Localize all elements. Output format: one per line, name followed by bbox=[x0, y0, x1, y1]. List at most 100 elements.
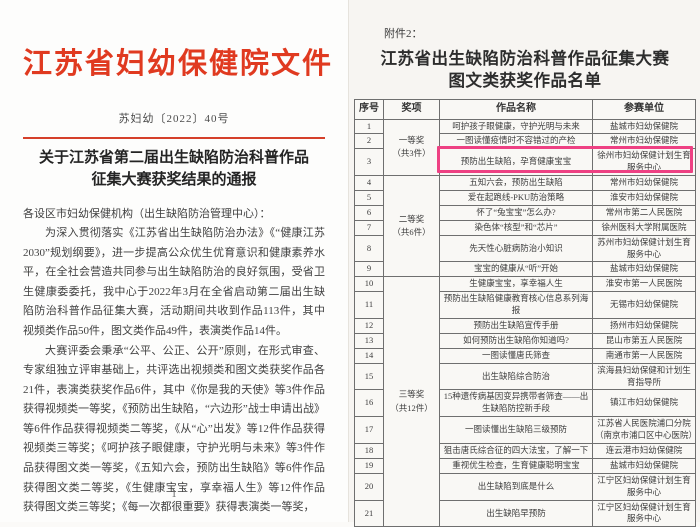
award-table-body: 1 一等奖 （共3件） 呵护孩子眼健康，守护光明与未来 盐城市妇幼保健院 2 一图读懂疫情时… bbox=[354, 118, 697, 527]
cell-entry-unit: 连云港市妇幼保健院 bbox=[592, 443, 696, 459]
table-row: 8 先天性心脏病防治小知识 苏州市妇幼保健计划生育服务中心 bbox=[354, 234, 696, 263]
cell-entry-unit: 淮安市妇幼保健院 bbox=[592, 189, 696, 206]
table-row: 2 一图读懂疫情时不容错过的产检 常州市妇幼保健院 bbox=[354, 133, 696, 150]
table-row: 14 一图读懂唐氏筛查 南通市第一人民医院 bbox=[354, 347, 696, 364]
cell-serial-number: 7 bbox=[354, 219, 384, 236]
cell-serial-number: 12 bbox=[354, 318, 384, 334]
cell-work-title: 预防出生缺陷，孕育健康宝宝 bbox=[439, 148, 593, 177]
table-row: 17 一图读懂出生缺陷三级预防 江苏省人民医院浦口分院（南京市浦口区中心医院） bbox=[354, 416, 697, 445]
cell-entry-unit: 南通市第一人民医院 bbox=[592, 347, 696, 364]
cell-work-title: 怀了“兔宝宝”怎么办? bbox=[439, 204, 593, 221]
award-list-title: 江苏省出生缺陷防治科普作品征集大赛 图文类获奖作品名单 bbox=[354, 48, 696, 93]
cell-work-title: 一图读懂疫情时不容错过的产检 bbox=[439, 133, 593, 150]
award-tier-label: 一等奖 bbox=[398, 134, 425, 145]
cell-entry-unit: 昆山市第五人民医院 bbox=[592, 332, 696, 349]
letterhead-title: 江苏省妇幼保健院文件 bbox=[23, 48, 334, 80]
table-header-cell: 序号 bbox=[354, 98, 384, 120]
table-row: 13 如何预防出生缺陷你知道吗? 昆山市第五人民医院 bbox=[354, 332, 696, 349]
cell-work-title: 一图读懂出生缺陷三级预防 bbox=[439, 416, 593, 445]
award-tier-count: （共12件） bbox=[390, 402, 433, 413]
award-table: 序号 奖项 作品名称 参赛单位 1 一等奖 （共3件） 呵护孩子眼健康，守护光明与未来 盐城市… bbox=[354, 98, 697, 527]
award-table-head: 序号 奖项 作品名称 参赛单位 bbox=[354, 98, 696, 120]
cell-serial-number: 1 bbox=[354, 118, 384, 135]
table-row: 10 三等奖 （共12件） 生健康宝宝，享幸福人生 淮安市第一人民医院 bbox=[354, 276, 696, 527]
page-right-award-list: 附件2： 江苏省出生缺陷防治科普作品征集大赛 图文类获奖作品名单 序号 奖项 作品名… bbox=[348, 0, 700, 527]
cell-work-title: 如何预防出生缺陷你知道吗? bbox=[439, 332, 593, 349]
attachment-label: 附件2： bbox=[384, 28, 423, 40]
cell-entry-unit: 苏州市妇幼保健计划生育服务中心 bbox=[592, 234, 696, 263]
document-number: 苏妇幼〔2022〕40号 bbox=[118, 113, 230, 125]
table-row: 9 宝宝的健康从“听”开始 盐城市妇幼保健院 bbox=[354, 261, 696, 278]
cell-entry-unit: 镇江市妇幼保健院 bbox=[592, 389, 696, 418]
table-row: 16 15种遗传病基因变异携带者筛查——出生缺陷防控新手段 镇江市妇幼保健院 bbox=[354, 389, 696, 418]
cell-entry-unit: 滨海县妇幼保健和计划生育指导所 bbox=[592, 362, 696, 391]
cell-serial-number: 5 bbox=[354, 189, 384, 206]
cell-serial-number: 14 bbox=[354, 347, 384, 364]
table-row: 20 出生缺陷到底是什么 江宁区妇幼保健计划生育服务中心 bbox=[354, 472, 696, 501]
salutation: 各设区市妇幼保健机构（出生缺陷防治管理中心）： bbox=[23, 207, 271, 220]
cell-serial-number: 4 bbox=[354, 175, 384, 191]
cell-serial-number: 15 bbox=[354, 362, 384, 391]
cell-serial-number: 8 bbox=[354, 234, 384, 263]
cell-entry-unit: 盐城市妇幼保健院 bbox=[592, 118, 696, 135]
cell-work-title: 一图读懂唐氏筛查 bbox=[439, 347, 593, 364]
cell-serial-number: 6 bbox=[354, 204, 384, 221]
award-list-title-line2: 图文类获奖作品名单 bbox=[448, 71, 602, 91]
red-divider-rule bbox=[23, 137, 325, 139]
cell-award-tier: 一等奖 （共3件） bbox=[383, 118, 440, 177]
cell-entry-unit: 江苏省人民医院浦口分院（南京市浦口区中心医院） bbox=[592, 416, 697, 445]
cell-work-title: 宝宝的健康从“听”开始 bbox=[439, 261, 593, 278]
cell-serial-number: 18 bbox=[354, 443, 384, 459]
table-row: 4 二等奖 （共6件） 五知六会，预防出生缺陷 常州市妇幼保健院 bbox=[354, 175, 696, 278]
cell-entry-unit: 扬州市妇幼保健院 bbox=[592, 318, 696, 334]
table-header-cell: 作品名称 bbox=[439, 98, 593, 120]
cell-entry-unit: 盐城市妇幼保健院 bbox=[592, 457, 696, 474]
cell-work-title: 重视优生检查，生育健康聪明宝宝 bbox=[439, 457, 593, 474]
cell-entry-unit: 常州市妇幼保健院 bbox=[592, 175, 696, 191]
cell-serial-number: 13 bbox=[354, 332, 384, 349]
cell-entry-unit: 盐城市妇幼保健院 bbox=[592, 261, 696, 278]
table-header-row: 序号 奖项 作品名称 参赛单位 bbox=[354, 98, 696, 120]
cell-award-tier: 三等奖 （共12件） bbox=[383, 276, 440, 527]
cell-entry-unit: 常州市妇幼保健院 bbox=[592, 133, 696, 150]
cell-serial-number: 17 bbox=[354, 416, 384, 445]
cell-work-title: 15种遗传病基因变异携带者筛查——出生缺陷防控新手段 bbox=[439, 389, 593, 418]
cell-serial-number: 19 bbox=[354, 457, 384, 474]
cell-work-title: 呵护孩子眼健康，守护光明与未来 bbox=[439, 118, 593, 135]
cell-entry-unit: 徐州医科大学附属医院 bbox=[592, 219, 696, 236]
cell-serial-number: 2 bbox=[354, 133, 384, 150]
body-paragraph: 大赛评委会秉承“公平、公正、公开”原则，在形式审查、专家组独立评审基础上，共评选… bbox=[23, 344, 325, 514]
award-list-title-line1: 江苏省出生缺陷防治科普作品征集大赛 bbox=[380, 49, 670, 68]
cell-serial-number: 10 bbox=[354, 276, 384, 293]
notice-body: 各设区市妇幼保健机构（出生缺陷防治管理中心）： 为深入贯彻落实《江苏省出生缺陷防… bbox=[23, 205, 325, 518]
cell-work-title: 生健康宝宝，享幸福人生 bbox=[439, 276, 593, 293]
cell-work-title: 出生缺陷综合防治 bbox=[439, 362, 593, 391]
cell-award-tier: 二等奖 （共6件） bbox=[383, 175, 440, 278]
table-row: 18 狙击唐氏综合征的四大法宝，了解一下 连云港市妇幼保健院 bbox=[354, 443, 696, 459]
award-tier-label: 二等奖 bbox=[398, 213, 425, 224]
table-row: 11 预防出生缺陷健康教育核心信息系列海报 无锡市妇幼保健院 bbox=[354, 291, 696, 319]
award-tier-count: （共3件） bbox=[392, 148, 431, 159]
cell-work-title: 出生缺陷到底是什么 bbox=[439, 472, 593, 501]
page-left-notice: 江苏省妇幼保健院文件 苏妇幼〔2022〕40号 关于江苏省第二届出生缺陷防治科普… bbox=[0, 0, 348, 522]
cell-work-title: 狙击唐氏综合征的四大法宝，了解一下 bbox=[439, 443, 593, 459]
cell-work-title: 染色体“核型”和“芯片” bbox=[439, 219, 593, 236]
cell-entry-unit: 徐州市妇幼保健计划生育服务中心 bbox=[592, 148, 696, 177]
cell-entry-unit: 无锡市妇幼保健院 bbox=[592, 291, 696, 319]
cell-work-title: 预防出生缺陷健康教育核心信息系列海报 bbox=[439, 291, 593, 319]
award-tier-label: 三等奖 bbox=[398, 389, 425, 400]
table-header-cell: 参赛单位 bbox=[592, 98, 696, 120]
cell-serial-number: 21 bbox=[354, 499, 384, 527]
cell-serial-number: 11 bbox=[354, 291, 384, 319]
page-number: 1 bbox=[171, 489, 177, 500]
table-row: 7 染色体“核型”和“芯片” 徐州医科大学附属医院 bbox=[354, 219, 696, 236]
cell-work-title: 爱在起跑线-PKU防治策略 bbox=[439, 189, 593, 206]
award-table-wrapper: 序号 奖项 作品名称 参赛单位 1 一等奖 （共3件） 呵护孩子眼健康，守护光明与未来 盐城市… bbox=[354, 98, 697, 527]
cell-entry-unit: 常州市第二人民医院 bbox=[592, 204, 696, 221]
table-row: 19 重视优生检查，生育健康聪明宝宝 盐城市妇幼保健院 bbox=[354, 457, 696, 474]
cell-work-title: 五知六会，预防出生缺陷 bbox=[439, 175, 593, 191]
cell-serial-number: 9 bbox=[354, 261, 384, 278]
notice-title: 关于江苏省第二届出生缺陷防治科普作品征集大赛获奖结果的通报 bbox=[38, 150, 309, 188]
cell-work-title: 先天性心脏病防治小知识 bbox=[439, 234, 593, 263]
